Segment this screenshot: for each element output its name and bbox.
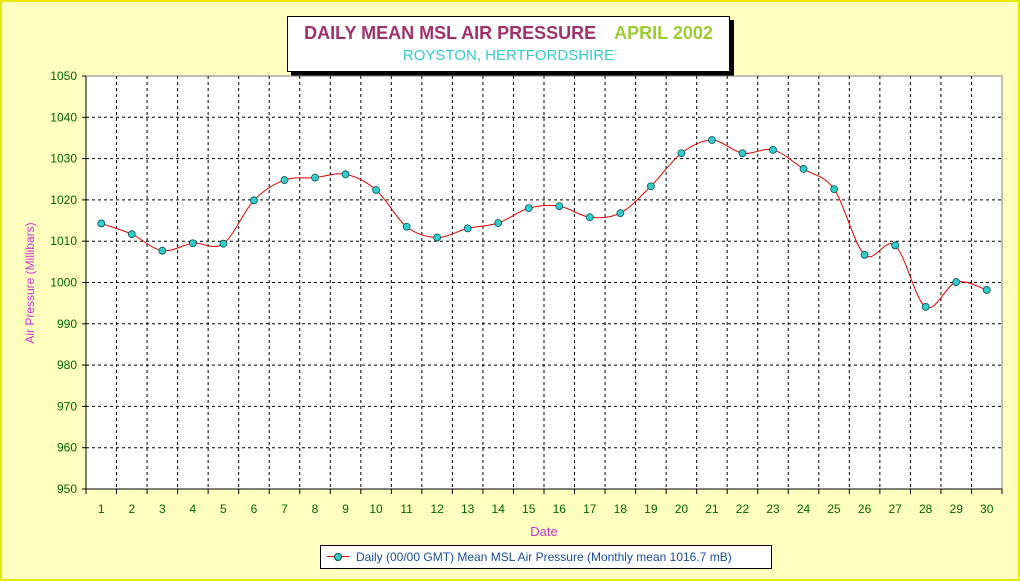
- data-point: [708, 136, 716, 144]
- x-tick-label: 11: [400, 502, 413, 516]
- data-point: [158, 246, 167, 255]
- y-tick-label: 950: [57, 482, 77, 496]
- data-point: [463, 224, 472, 233]
- x-tick-label: 29: [950, 502, 964, 516]
- x-tick-label: 19: [644, 502, 658, 516]
- data-point: [891, 241, 900, 250]
- x-tick-label: 8: [312, 502, 319, 516]
- x-tick-label: 12: [430, 502, 444, 516]
- x-tick-label: 30: [980, 502, 994, 516]
- x-tick-label: 17: [583, 502, 597, 516]
- y-tick-label: 1040: [50, 110, 77, 124]
- data-point: [402, 222, 411, 231]
- data-point: [219, 239, 228, 248]
- x-tick-label: 1: [98, 502, 105, 516]
- x-tick-label: 20: [675, 502, 689, 516]
- data-point: [341, 170, 350, 179]
- x-tick-label: 25: [827, 502, 841, 516]
- y-axis-title: Air Pressure (Millibars): [23, 222, 37, 343]
- x-tick-label: 6: [251, 502, 258, 516]
- x-tick-label: 26: [858, 502, 872, 516]
- data-point: [982, 286, 991, 294]
- x-tick-label: 15: [522, 502, 536, 516]
- data-point: [280, 176, 289, 184]
- x-tick-label: 22: [736, 502, 750, 516]
- x-tick-label: 23: [766, 502, 780, 516]
- grid: [85, 75, 1003, 490]
- x-tick-label: 10: [369, 502, 383, 516]
- data-point: [830, 185, 838, 194]
- x-tick-label: 5: [220, 502, 227, 516]
- data-point: [494, 219, 503, 227]
- legend-label: Daily (00/00 GMT) Mean MSL Air Pressure …: [356, 550, 732, 564]
- data-point: [646, 182, 655, 191]
- x-tick-label: 13: [461, 502, 475, 516]
- data-point: [585, 213, 594, 222]
- data-point: [738, 149, 747, 158]
- title-line: DAILY MEAN MSL AIR PRESSURE APRIL 2002: [288, 23, 729, 44]
- data-point: [677, 149, 686, 158]
- data-point: [127, 230, 136, 239]
- x-tick-label: 24: [797, 502, 811, 516]
- data-point: [311, 173, 319, 182]
- y-tick-label: 1030: [50, 152, 77, 166]
- x-tick-label: 16: [553, 502, 567, 516]
- x-tick-label: 3: [159, 502, 166, 516]
- x-tick-label: 9: [342, 502, 349, 516]
- y-tick-label: 970: [57, 399, 77, 413]
- y-tick-label: 960: [57, 441, 77, 455]
- axes: 9509609709809901000101010201030104010501…: [50, 69, 1003, 516]
- data-point: [555, 202, 564, 210]
- y-tick-label: 1000: [50, 276, 77, 290]
- data-point: [921, 302, 930, 311]
- x-tick-label: 14: [492, 502, 506, 516]
- x-tick-label: 21: [705, 502, 719, 516]
- data-point: [860, 250, 869, 259]
- data-point: [250, 196, 258, 205]
- data-point: [372, 186, 380, 194]
- y-tick-label: 1010: [50, 234, 77, 248]
- data-point: [799, 165, 808, 173]
- data-point: [616, 209, 625, 218]
- chart-title: DAILY MEAN MSL AIR PRESSURE: [304, 23, 597, 43]
- x-tick-label: 18: [614, 502, 628, 516]
- y-tick-label: 1050: [50, 69, 77, 83]
- data-point: [952, 278, 961, 286]
- legend-marker-swatch: [334, 553, 342, 561]
- chart-subtitle: ROYSTON, HERTFORDSHIRE: [402, 47, 615, 64]
- x-tick-label: 27: [888, 502, 902, 516]
- y-tick-label: 990: [57, 317, 77, 331]
- data-point: [97, 219, 106, 228]
- data-point: [433, 233, 442, 242]
- y-tick-label: 980: [57, 358, 77, 372]
- y-tick-label: 1020: [50, 193, 77, 207]
- data-point: [188, 239, 197, 248]
- legend: Daily (00/00 GMT) Mean MSL Air Pressure …: [320, 545, 772, 569]
- data-point: [769, 146, 777, 154]
- data-point: [524, 204, 533, 213]
- series-pressure: [97, 136, 991, 311]
- title-box: DAILY MEAN MSL AIR PRESSURE APRIL 2002 RO…: [287, 16, 730, 72]
- chart-period: APRIL 2002: [614, 23, 713, 43]
- x-tick-label: 28: [919, 502, 933, 516]
- x-axis-title: Date: [530, 524, 557, 539]
- x-tick-label: 4: [190, 502, 197, 516]
- x-tick-label: 7: [281, 502, 288, 516]
- x-tick-label: 2: [128, 502, 135, 516]
